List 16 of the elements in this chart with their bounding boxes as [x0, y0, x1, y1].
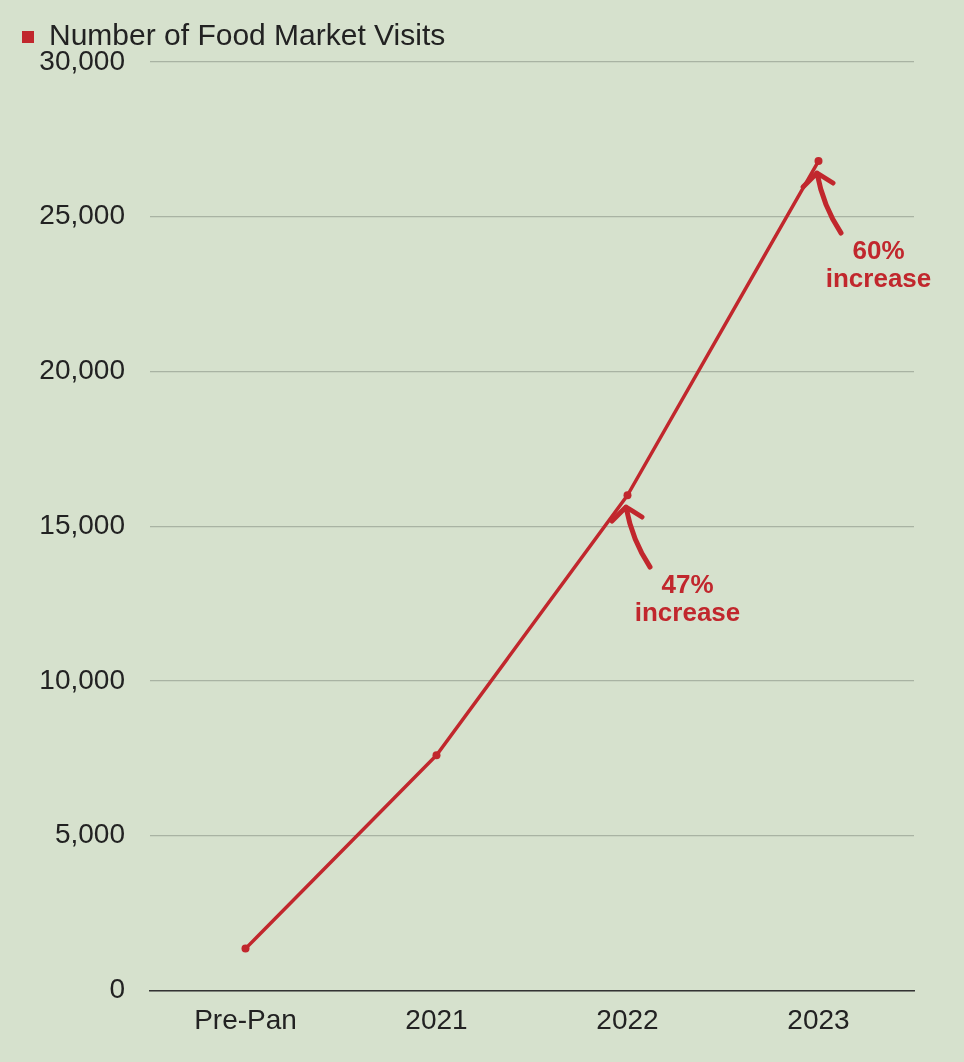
y-tick-label: 20,000: [39, 354, 125, 386]
annotation: 60% increase: [825, 235, 932, 294]
x-tick-label: Pre-Pan: [194, 1003, 297, 1035]
x-tick-label: 2021: [405, 1003, 468, 1035]
point: [241, 944, 250, 953]
x-tick-label: 2023: [787, 1003, 850, 1035]
point: [814, 157, 823, 166]
point: [432, 751, 441, 760]
y-tick-label: 0: [109, 973, 125, 1005]
y-tick-label: 10,000: [39, 663, 125, 695]
y-tick-label: 15,000: [39, 508, 125, 540]
annotation: 47% increase: [634, 569, 741, 628]
x-tick-label: 2022: [596, 1003, 659, 1035]
point: [623, 491, 632, 500]
y-tick-label: 5,000: [54, 818, 125, 850]
y-tick-label: 25,000: [39, 199, 125, 231]
